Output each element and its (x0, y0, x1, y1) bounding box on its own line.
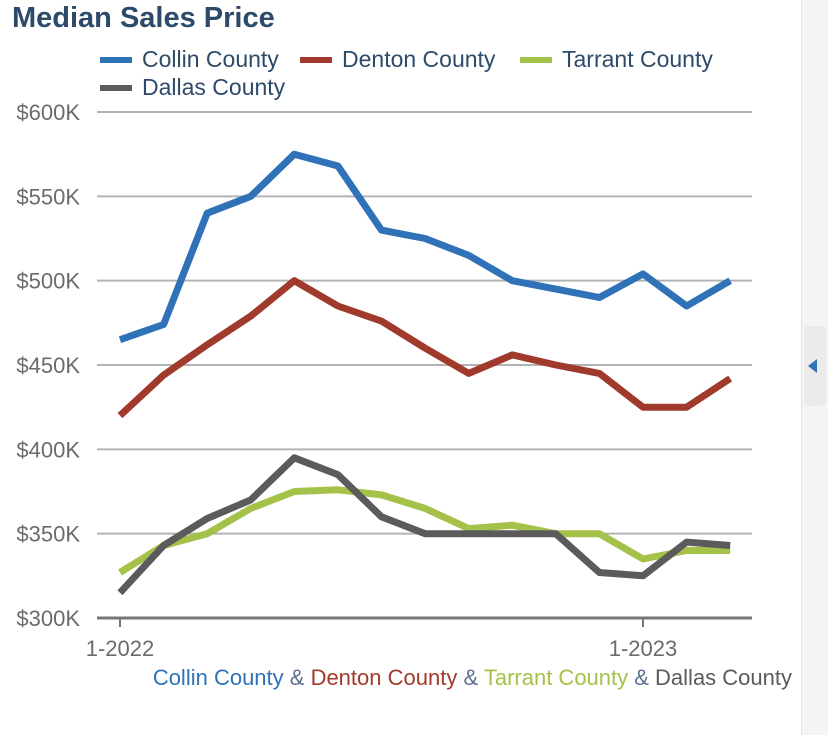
x-tick-label: 1-2022 (86, 636, 155, 661)
y-tick-label: $450K (16, 353, 80, 378)
legend-item-collin-county[interactable]: Collin County (100, 46, 279, 73)
legend-label: Tarrant County (562, 46, 713, 72)
caption-series-name: Dallas County (655, 665, 792, 690)
line-chart: $300K $350K $400K $450K $500K $550K $600K 1-202… (16, 100, 752, 661)
side-panel-toggle-button[interactable] (804, 326, 826, 406)
y-tick-label: $400K (16, 437, 80, 462)
y-tick-label: $300K (16, 606, 80, 631)
caption-series-name: Collin County (152, 665, 284, 690)
chart-caption: Collin County & Denton County & Tarrant … (152, 662, 792, 694)
caption-separator: & (283, 665, 311, 690)
series-line-dallas-county (117, 454, 731, 596)
legend-item-dallas-county[interactable]: Dallas County (100, 74, 285, 101)
legend-swatch (300, 56, 332, 63)
side-panel (801, 0, 828, 735)
legend-item-denton-county[interactable]: Denton County (300, 46, 495, 73)
x-tick-label: 1-2023 (609, 636, 678, 661)
legend-swatch (100, 84, 132, 91)
y-tick-label: $350K (16, 522, 80, 547)
legend-swatch (100, 56, 132, 63)
chart-title: Median Sales Price (12, 2, 275, 34)
legend-label: Denton County (342, 46, 496, 72)
legend-swatch (520, 56, 552, 63)
caption-separator: & (457, 665, 484, 690)
legend-item-tarrant-county[interactable]: Tarrant County (520, 46, 713, 73)
caption-series-name: Tarrant County (483, 665, 629, 690)
collapse-left-icon (808, 359, 817, 373)
y-tick-label: $550K (16, 184, 80, 209)
y-tick-label: $600K (16, 100, 80, 125)
series-line-tarrant-county (118, 486, 731, 576)
caption-series-name: Denton County (310, 665, 458, 690)
legend-label: Dallas County (142, 74, 286, 100)
series-line-collin-county (118, 150, 732, 344)
series-line-denton-county (117, 277, 733, 419)
legend-label: Collin County (142, 46, 279, 72)
caption-separator: & (628, 665, 656, 690)
y-tick-label: $500K (16, 269, 80, 294)
